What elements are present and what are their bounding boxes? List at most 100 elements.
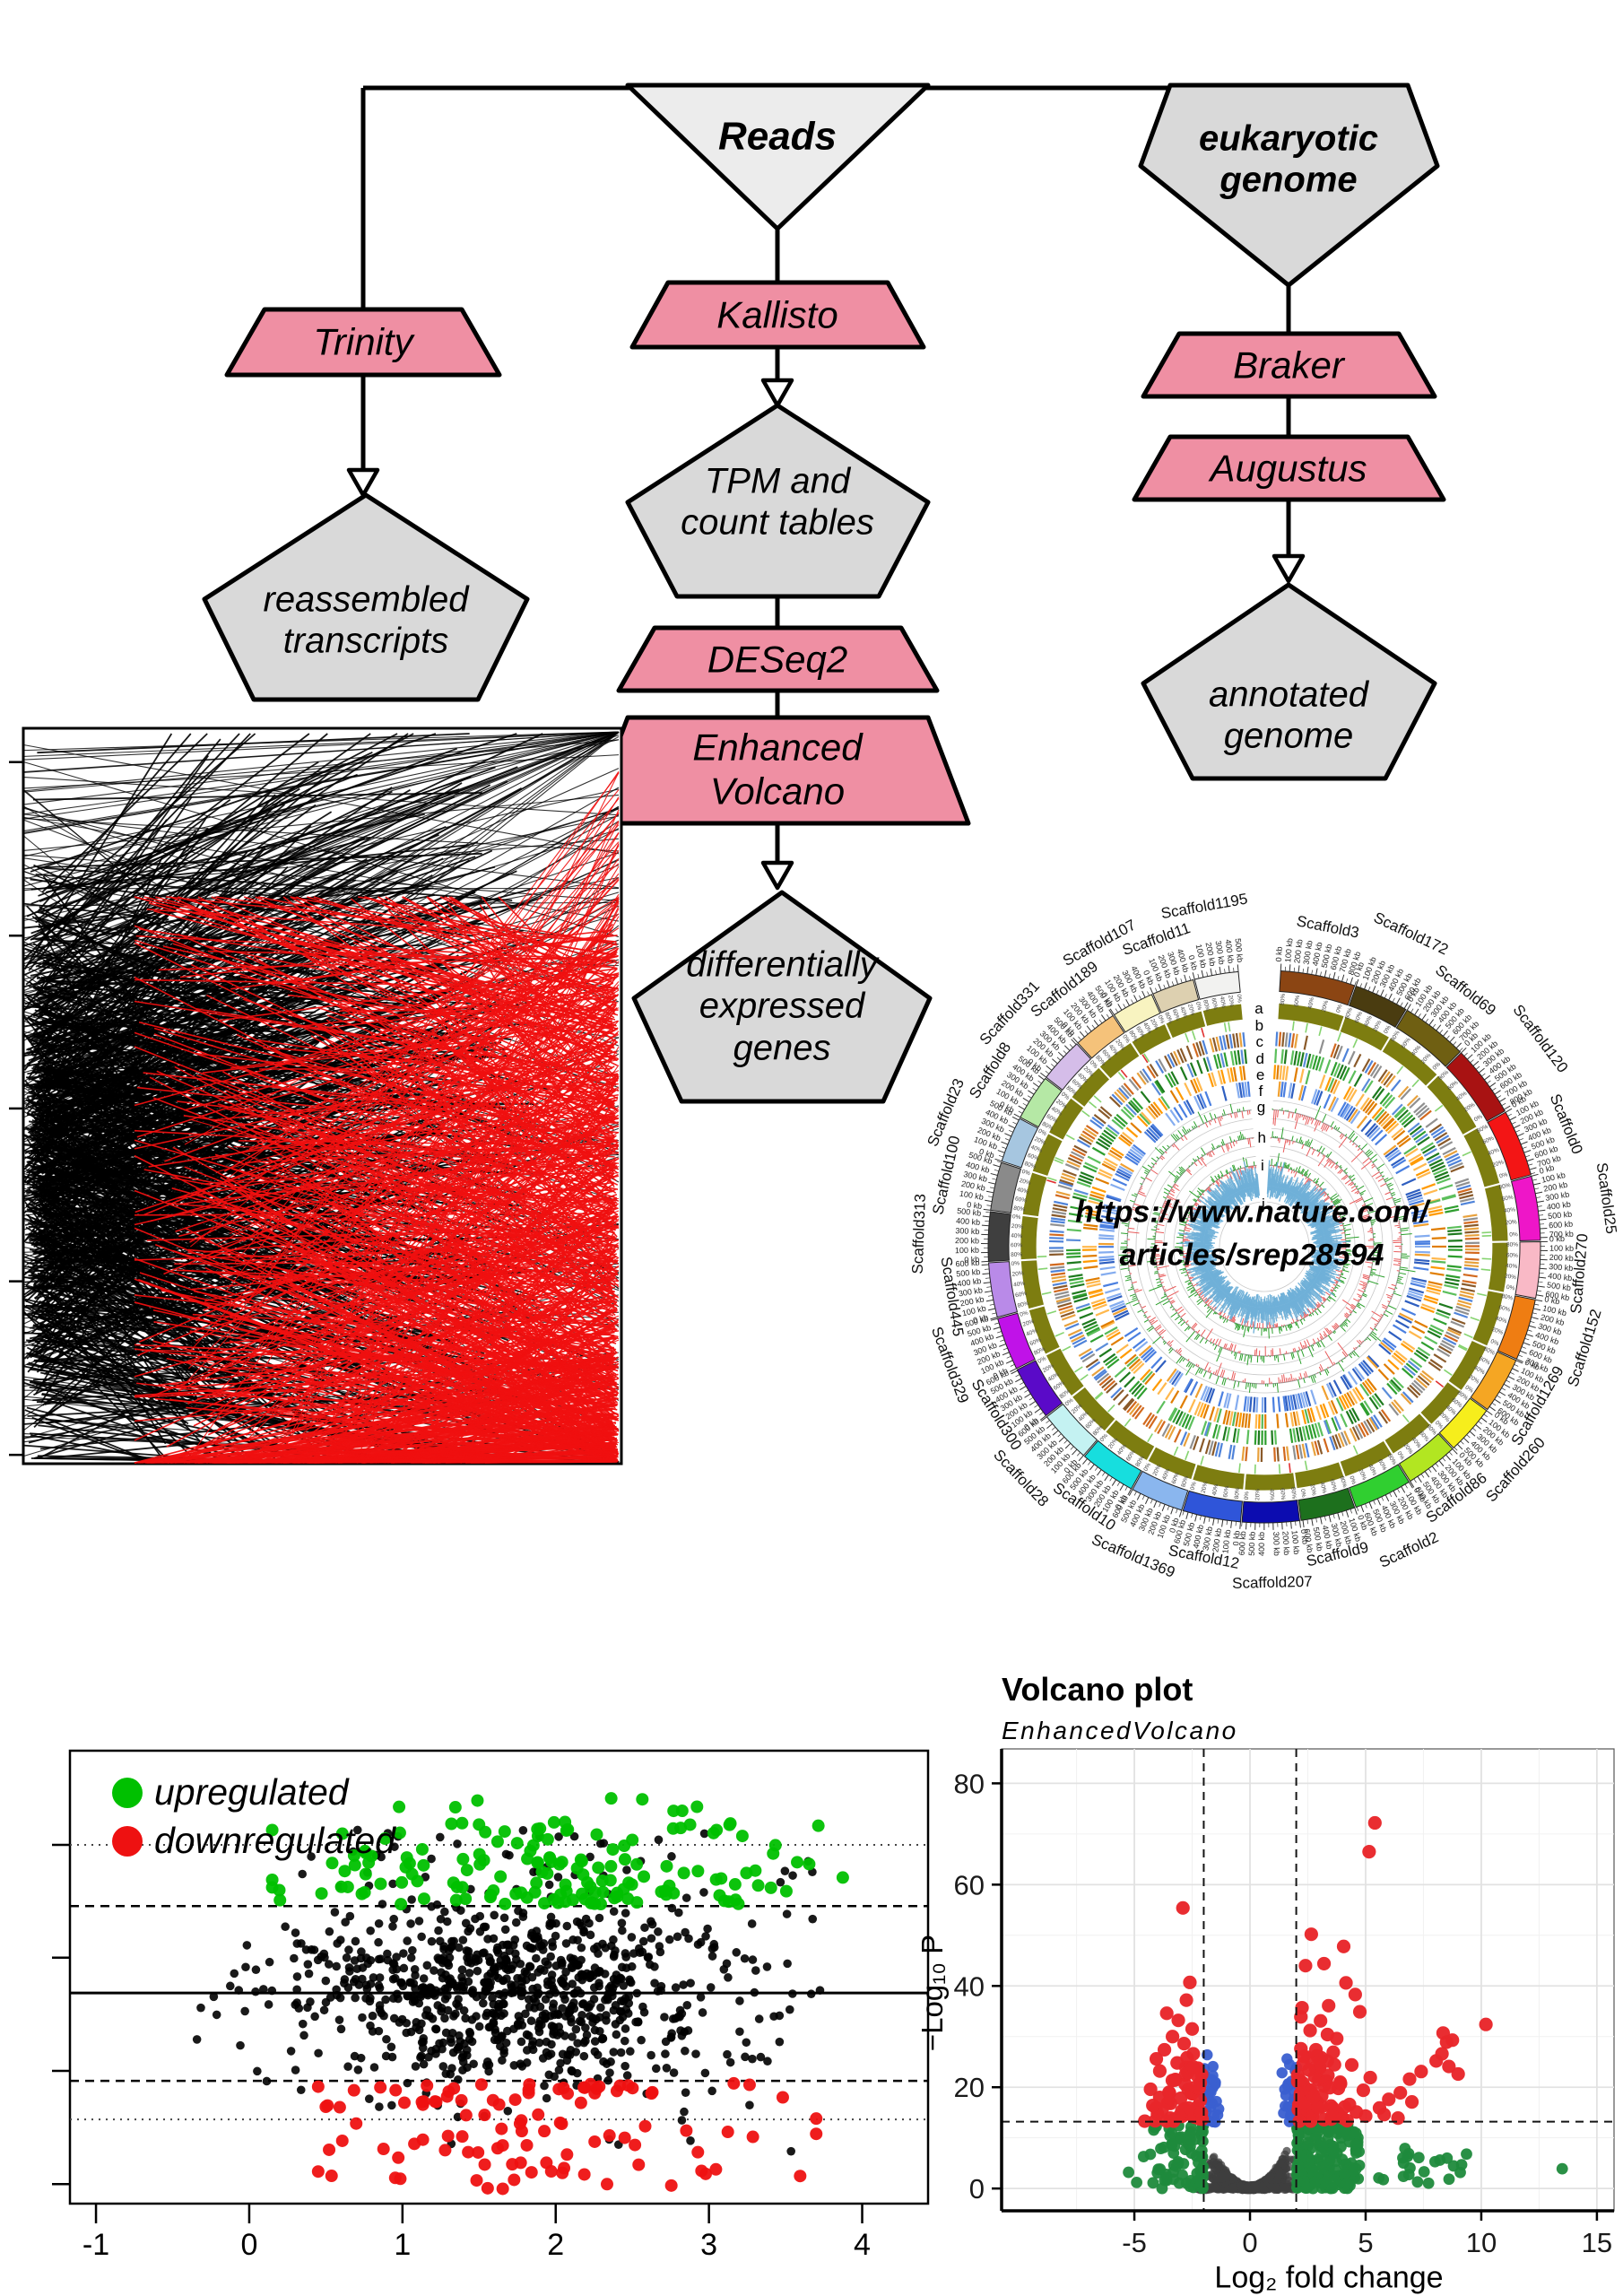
svg-text:0%: 0% <box>1432 1061 1443 1072</box>
svg-text:40%: 40% <box>1455 1091 1469 1103</box>
svg-text:60%: 60% <box>1481 1135 1495 1146</box>
ma-points <box>192 1792 849 2196</box>
svg-text:0%: 0% <box>1335 1004 1344 1013</box>
flow-node-deseq2 <box>616 625 940 693</box>
volcano-x-tick-label: 5 <box>1358 2227 1373 2258</box>
volcano-y-tick-label: 80 <box>954 1768 985 1799</box>
svg-text:20%: 20% <box>1420 1052 1433 1065</box>
ma-plot: -1 0 1 2 3 4 <box>52 1749 930 2262</box>
ma-x-tick-label: 4 <box>854 2228 871 2262</box>
volcano-x-tick-label: -5 <box>1122 2227 1147 2258</box>
node-label-reassembled-transcripts: reassembled transcripts <box>263 579 469 661</box>
circos-track-letter-a: a <box>1254 1000 1263 1017</box>
svg-text:40%: 40% <box>1495 1316 1508 1326</box>
circos-segment-Scaffold28 <box>1046 1403 1098 1457</box>
flow-node-tpm-count-tables <box>625 403 931 599</box>
flow-node-annotated-genome <box>1141 582 1437 781</box>
arrowhead-icon <box>1271 553 1306 584</box>
svg-text:40%: 40% <box>1487 1147 1500 1157</box>
circos-segment-Scaffold100 <box>990 1161 1022 1213</box>
circos-track-letter-h: h <box>1257 1129 1265 1146</box>
svg-text:200 kb: 200 kb <box>1549 1253 1574 1263</box>
node-label-annotated-genome: annotated genome <box>1209 674 1368 756</box>
circos-segment-Scaffold1369 <box>1132 1470 1189 1511</box>
circos-segment-Scaffold1269 <box>1470 1351 1517 1411</box>
svg-text:20%: 20% <box>1491 1326 1505 1336</box>
svg-text:40%: 40% <box>1363 1014 1374 1028</box>
volcano-y-tick-label: 20 <box>954 2072 985 2103</box>
svg-text:20%: 20% <box>1463 1101 1477 1113</box>
ma-x-tick-label: -1 <box>82 2228 109 2262</box>
svg-text:0%: 0% <box>1498 1171 1508 1179</box>
svg-text:60%: 60% <box>1354 1011 1365 1024</box>
svg-text:80%: 80% <box>1506 1242 1518 1248</box>
svg-text:0%: 0% <box>1473 1113 1484 1123</box>
circos-track-letter-d: d <box>1256 1050 1264 1067</box>
node-label-kallisto: Kallisto <box>716 293 838 336</box>
volcano-x-axis-title: Log₂ fold change <box>1214 2260 1444 2295</box>
flow-node-trinity <box>224 307 502 378</box>
circos-segment-Scaffold25 <box>1510 1175 1541 1241</box>
circos-segment-Scaffold86 <box>1398 1432 1454 1483</box>
svg-text:60%: 60% <box>1446 1080 1460 1092</box>
svg-text:0 kb: 0 kb <box>1274 946 1284 962</box>
ma-x-tick-label: 0 <box>240 2228 257 2262</box>
volcano-points <box>1123 1815 1568 2195</box>
svg-text:80%: 80% <box>1498 1182 1512 1191</box>
node-label-trinity: Trinity <box>313 320 413 363</box>
flow-node-eukaryotic-genome <box>1138 83 1440 288</box>
circos-segment-Scaffold313 <box>987 1211 1011 1262</box>
volcano-plot: -5 0 5 10 15 0 20 40 60 80 <box>954 1748 1615 2258</box>
node-label-reads: Reads <box>717 114 838 159</box>
circos-scaffold-label: Scaffold1195 <box>1159 891 1249 923</box>
circos-scaffold-label: Scaffold25 <box>1593 1161 1620 1235</box>
circos-segment-Scaffold69 <box>1395 1009 1462 1067</box>
circos-track-letter-f: f <box>1259 1083 1263 1100</box>
svg-text:80%: 80% <box>1280 993 1287 1005</box>
volcano-y-tick-label: 40 <box>954 1970 985 2002</box>
circos-track-letter-g: g <box>1257 1099 1265 1116</box>
volcano-x-tick-label: 15 <box>1582 2227 1612 2258</box>
legend-label-upregulated: upregulated <box>154 1771 349 1813</box>
volcano-x-tick-label: 10 <box>1466 2227 1497 2258</box>
flow-node-braker <box>1141 331 1437 399</box>
node-label-tpm-count-tables: TPM and count tables <box>681 461 874 543</box>
pipeline-flowchart <box>202 83 1446 1104</box>
node-label-enhanced-volcano: Enhanced Volcano <box>692 726 863 812</box>
svg-text:60%: 60% <box>1501 1195 1514 1203</box>
node-label-differentially-expressed-genes: differentially expressed genes <box>686 944 878 1068</box>
svg-text:40%: 40% <box>1410 1044 1423 1057</box>
volcano-y-tick-label: 60 <box>954 1869 985 1900</box>
circos-segment-Scaffold120 <box>1445 1052 1506 1122</box>
svg-text:20%: 20% <box>1505 1219 1517 1226</box>
circos-scaffold-label: Scaffold120 <box>1509 1002 1571 1076</box>
circos-scaffold-label: Scaffold3 <box>1295 912 1360 941</box>
svg-text:0%: 0% <box>1506 1284 1515 1292</box>
arrowhead-icon <box>760 860 794 891</box>
circos-segment-Scaffold1195 <box>1193 970 1241 1000</box>
circos-segment-Scaffold8 <box>1020 1077 1063 1128</box>
circos-segment-Scaffold331 <box>1045 1043 1092 1091</box>
circos-center-url: https://www.nature.com/ articles/srep285… <box>1075 1195 1428 1272</box>
node-label-eukaryotic-genome: eukaryotic genome <box>1198 118 1379 200</box>
ma-x-tick-label: 3 <box>700 2228 717 2262</box>
arrowhead-icon <box>346 467 380 498</box>
circos-segment-Scaffold329 <box>997 1312 1036 1370</box>
circos-segment-Scaffold207 <box>1241 1500 1300 1524</box>
node-label-augustus: Augustus <box>1210 447 1367 490</box>
circos-segment-Scaffold270 <box>1515 1241 1541 1300</box>
circos-segment-Scaffold300 <box>1016 1360 1063 1417</box>
svg-text:80%: 80% <box>1390 1030 1402 1043</box>
circos-segment-Scaffold2 <box>1349 1464 1410 1509</box>
circos-track-letter-i: i <box>1261 1157 1264 1174</box>
flow-node-differentially-expressed-genes <box>631 890 933 1104</box>
circos-segment-Scaffold107 <box>1113 994 1161 1033</box>
svg-text:0%: 0% <box>1383 1024 1393 1035</box>
flow-node-kallisto <box>629 280 926 350</box>
svg-text:80%: 80% <box>1501 1293 1514 1302</box>
svg-text:80%: 80% <box>1437 1069 1450 1082</box>
circos-track-letter-c: c <box>1256 1033 1264 1050</box>
svg-text:20%: 20% <box>1372 1019 1383 1032</box>
